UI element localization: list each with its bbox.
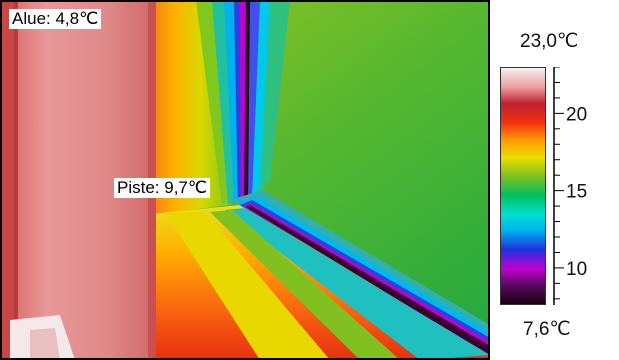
thermal-image — [0, 0, 490, 360]
scale-max-label: 23,0℃ — [520, 31, 579, 52]
colorbar-tick-label: 20 — [566, 104, 587, 125]
spot-measurement-label: Piste: 9,7℃ — [114, 178, 210, 198]
colorbar-tick-label: 15 — [566, 182, 587, 203]
scale-min-label: 7,6℃ — [523, 319, 571, 340]
colorbar-tick-label: 10 — [566, 259, 587, 280]
colorbar-ticks: 20 15 10 — [553, 67, 587, 305]
temperature-colorbar — [500, 67, 546, 305]
area-measurement-label: Alue: 4,8℃ — [9, 9, 102, 29]
